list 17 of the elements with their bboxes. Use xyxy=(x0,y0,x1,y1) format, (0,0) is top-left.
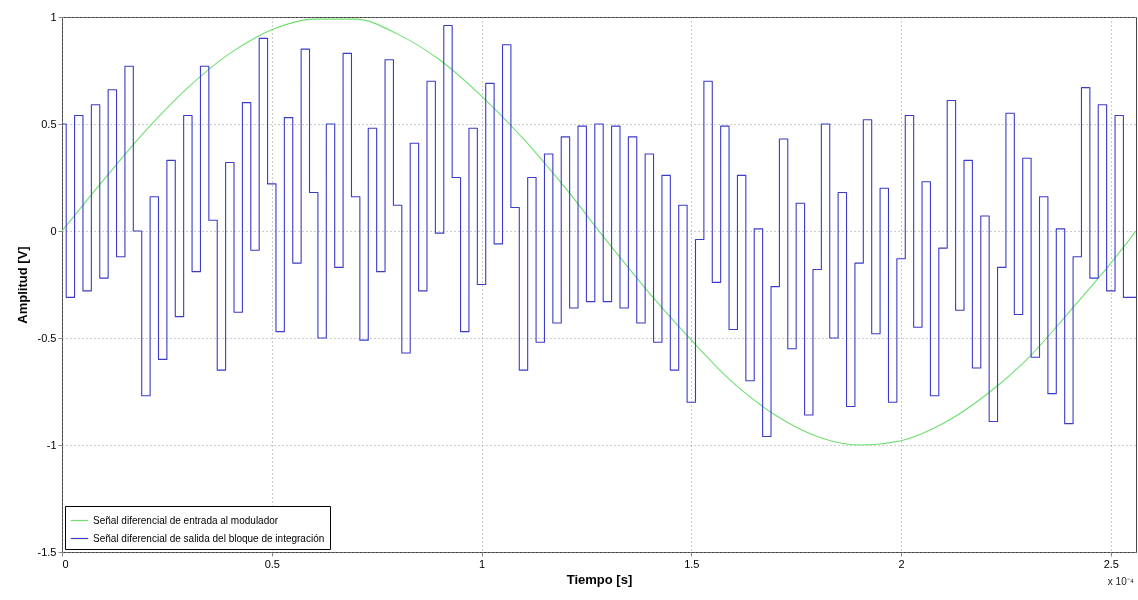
x-axis-title: Tiempo [s] xyxy=(566,571,633,587)
y-tick-label: 0.5 xyxy=(41,117,57,130)
y-tick-label: 1 xyxy=(50,10,57,23)
y-axis-title: Amplitud [V] xyxy=(14,246,30,324)
text: x 10⁻⁴ xyxy=(1107,575,1134,588)
x-tick-label: 0.5 xyxy=(264,557,280,570)
y-tick-label: -1.5 xyxy=(37,545,57,558)
legend-label: Señal diferencial de salida del bloque de integración xyxy=(93,532,325,544)
x-tick-label: 1 xyxy=(478,557,486,570)
x-tick-label: 2.5 xyxy=(1103,557,1119,570)
y-tick-label: -1 xyxy=(46,438,57,451)
y-tick-label: -0.5 xyxy=(37,331,57,344)
x-tick-label: 2 xyxy=(898,557,905,570)
x-tick-label: 0 xyxy=(62,557,69,570)
x-tick-label: 1.5 xyxy=(684,557,700,570)
y-tick-label: 0 xyxy=(50,224,57,237)
legend-label: Señal diferencial de entrada al modulador xyxy=(93,514,279,526)
